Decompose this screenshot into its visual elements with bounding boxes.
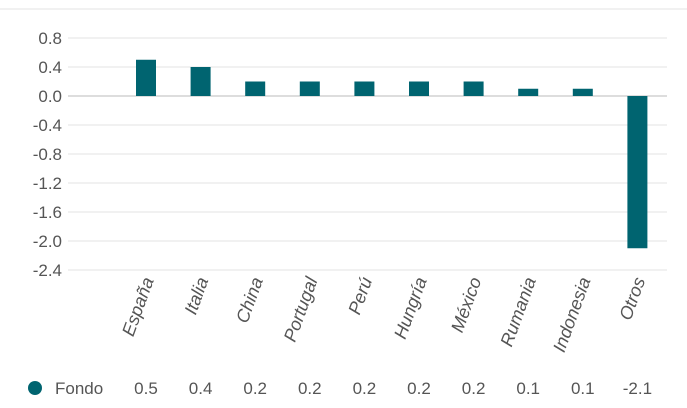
bar-perú [354,81,375,96]
y-tick-label: -1.2 [33,174,62,193]
bar-méxico [463,81,484,96]
x-axis-category-labels: España Italia China Portugal Perú Hungría Méxi… [118,274,649,355]
x-category-label: Italia [181,275,213,318]
bar-españa [136,59,156,96]
legend-value: 0.2 [297,379,322,398]
x-category-label: Rumania [497,275,540,350]
legend-value: 0.2 [352,379,377,398]
x-category-label: China [232,275,267,326]
legend-value: 0.1 [516,379,540,398]
y-tick-label: -0.8 [33,145,62,164]
x-category-label: Perú [344,275,376,318]
y-tick-label: 0.4 [38,58,62,77]
y-tick-label: -1.6 [33,203,62,222]
y-axis-tick-labels: 0.8 0.4 0.0 -0.4 -0.8 -1.2 -1.6 -2.0 -2.4 [33,29,62,280]
bar-chart: 0.8 0.4 0.0 -0.4 -0.8 -1.2 -1.6 -2.0 -2.4 España… [0,8,687,355]
x-category-label: Otros [615,275,649,323]
bar-hungría [409,81,429,96]
grid-lines [0,8,687,271]
bar-indonesia [572,88,593,96]
x-category-label: Hungría [390,275,431,342]
x-category-label: Indonesia [549,275,594,355]
x-category-label: Portugal [280,274,322,345]
y-tick-label: 0.8 [38,29,62,48]
bars [136,59,648,249]
legend-table: Fondo 0.5 0.4 0.2 0.2 0.2 0.2 0.2 0.1 0.1 -2.1 [0,378,687,406]
bar-italia [190,67,211,96]
legend-value: 0.2 [461,379,486,398]
y-tick-label: -2.0 [33,232,62,251]
legend-value: 0.1 [570,379,595,398]
y-tick-label: -0.4 [33,116,62,135]
bar-otros [627,96,648,249]
y-tick-label: -2.4 [33,261,62,280]
y-tick-label: 0.0 [38,87,62,106]
bar-rumania [518,88,539,96]
legend-value: -2.1 [622,379,653,398]
legend-series-name: Fondo [55,379,104,398]
legend-value: 0.2 [243,379,267,398]
legend-value: 0.5 [134,379,158,398]
legend-marker [28,381,42,395]
x-category-label: México [447,275,485,335]
legend-value: 0.4 [188,379,213,398]
bar-portugal [299,81,320,96]
legend-value: 0.2 [407,379,431,398]
bar-china [245,81,266,96]
x-category-label: España [118,275,158,339]
